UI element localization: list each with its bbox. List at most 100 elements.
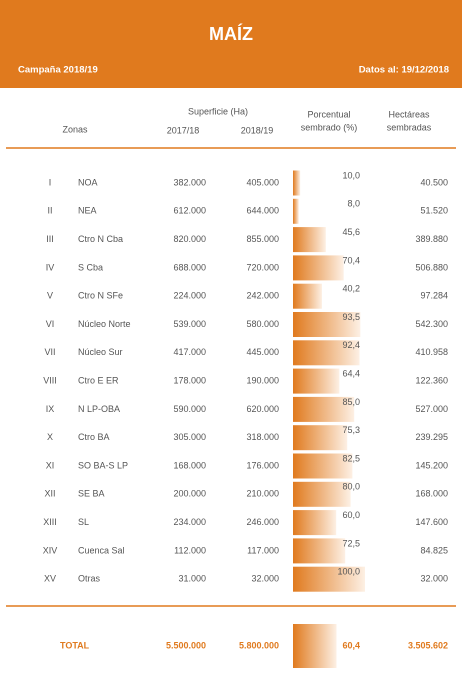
- area-2018-19: 176.000: [246, 460, 279, 470]
- percent: 92,4: [342, 340, 360, 350]
- zone: TOTAL: [60, 640, 90, 650]
- area-2017-18: 31.000: [178, 574, 206, 584]
- title: MAÍZ: [209, 23, 253, 44]
- percent-bar: [293, 283, 322, 309]
- hectares: 410.958: [415, 347, 448, 357]
- zone: SO BA-S LP: [78, 460, 128, 470]
- zone: S Cba: [78, 262, 103, 272]
- header-band: [0, 0, 462, 88]
- area-2017-18: 200.000: [173, 489, 206, 499]
- zone: N LP-OBA: [78, 404, 120, 414]
- hectares: 542.300: [415, 319, 448, 329]
- area-2017-18: 234.000: [173, 517, 206, 527]
- area-2018-19: 720.000: [246, 262, 279, 272]
- col-header: Zonas: [62, 124, 88, 134]
- percent-bar: [293, 312, 361, 337]
- hectares: 51.520: [420, 206, 448, 216]
- hectares: 84.825: [420, 545, 448, 555]
- percent: 85,0: [342, 397, 360, 407]
- area-2018-19: 855.000: [246, 234, 279, 244]
- percent: 100,0: [337, 567, 360, 577]
- percent: 10,0: [342, 170, 360, 180]
- area-2018-19: 190.000: [246, 375, 279, 385]
- percent-bar: [293, 510, 337, 536]
- zone-number: VIII: [43, 375, 57, 385]
- zone-number: III: [46, 234, 54, 244]
- area-2017-18: 612.000: [173, 206, 206, 216]
- percent-bar: [293, 198, 299, 224]
- zone: SL: [78, 517, 89, 527]
- hectares: 527.000: [415, 404, 448, 414]
- zone: Ctro N Cba: [78, 234, 123, 244]
- zone: Núcleo Norte: [78, 319, 131, 329]
- zone: Núcleo Sur: [78, 347, 123, 357]
- hectares: 3.505.602: [408, 640, 448, 650]
- area-2018-19: 318.000: [246, 432, 279, 442]
- zone: NOA: [78, 177, 98, 187]
- hectares: 239.295: [415, 432, 448, 442]
- col-header: Porcentual: [307, 109, 350, 119]
- area-2018-19: 620.000: [246, 404, 279, 414]
- date: Datos al: 19/12/2018: [359, 65, 449, 76]
- zone-number: XI: [46, 460, 55, 470]
- hectares: 145.200: [415, 460, 448, 470]
- hectares: 506.880: [415, 262, 448, 272]
- col-header: 2017/18: [167, 125, 200, 135]
- percent-bar: [293, 453, 353, 479]
- percent: 40,2: [342, 284, 360, 294]
- zone-number: X: [47, 432, 53, 442]
- percent: 60,4: [342, 640, 360, 650]
- percent-bar: [293, 340, 360, 366]
- zone: SE BA: [78, 489, 105, 499]
- percent: 72,5: [342, 538, 360, 548]
- area-2017-18: 112.000: [174, 545, 206, 555]
- zone-number: II: [47, 206, 52, 216]
- area-2017-18: 590.000: [173, 404, 206, 414]
- percent: 80,0: [342, 482, 360, 492]
- zone: Ctro BA: [78, 432, 110, 442]
- area-2017-18: 382.000: [173, 177, 206, 187]
- hectares: 40.500: [420, 177, 448, 187]
- area-2017-18: 224.000: [173, 291, 206, 301]
- area-2018-19: 580.000: [246, 319, 279, 329]
- area-2018-19: 5.800.000: [239, 640, 279, 650]
- area-2018-19: 32.000: [251, 574, 279, 584]
- area-2017-18: 168.000: [173, 460, 206, 470]
- area-2018-19: 246.000: [246, 517, 279, 527]
- percent-bar: [293, 368, 340, 394]
- area-2018-19: 117.000: [247, 545, 279, 555]
- zone: Cuenca Sal: [78, 545, 125, 555]
- area-2018-19: 405.000: [246, 177, 279, 187]
- zone-number: XIV: [43, 545, 58, 555]
- area-2017-18: 688.000: [173, 262, 206, 272]
- percent-bar: [293, 481, 351, 507]
- area-2018-19: 210.000: [246, 489, 279, 499]
- percent: 45,6: [342, 227, 360, 237]
- zone: Ctro E ER: [78, 375, 119, 385]
- percent: 64,4: [342, 368, 360, 378]
- zone: Otras: [78, 574, 101, 584]
- hectares: 147.600: [415, 517, 448, 527]
- percent-bar: [293, 425, 348, 451]
- hectares: 168.000: [415, 489, 448, 499]
- area-2017-18: 5.500.000: [166, 640, 206, 650]
- zone-number: I: [49, 177, 52, 187]
- area-2017-18: 417.000: [173, 347, 206, 357]
- col-header: Superficie (Ha): [188, 106, 248, 116]
- area-2017-18: 178.000: [173, 375, 206, 385]
- zone: Ctro N SFe: [78, 291, 123, 301]
- zone: NEA: [78, 206, 97, 216]
- area-2017-18: 539.000: [173, 319, 206, 329]
- hectares: 122.360: [415, 375, 448, 385]
- area-2018-19: 644.000: [246, 206, 279, 216]
- percent: 75,3: [342, 425, 360, 435]
- area-2018-19: 242.000: [246, 291, 279, 301]
- zone-number: VI: [46, 319, 55, 329]
- zone-number: IX: [46, 404, 55, 414]
- zone-number: VII: [44, 347, 55, 357]
- percent-bar: [293, 396, 355, 422]
- col-header: Hectáreas: [388, 109, 430, 119]
- zone-number: XV: [44, 574, 56, 584]
- percent: 82,5: [342, 453, 360, 463]
